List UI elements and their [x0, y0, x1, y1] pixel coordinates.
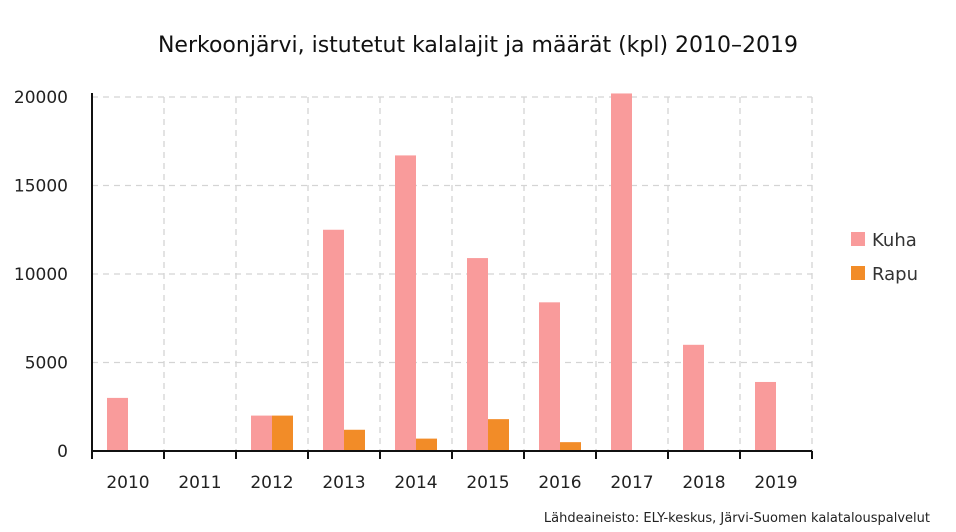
bar-kuha-2018	[683, 344, 704, 451]
x-tick-label: 2012	[250, 473, 293, 493]
bar-rapu-2012	[272, 415, 293, 451]
y-tick-label: 10000	[14, 265, 68, 285]
y-tick-label: 0	[57, 442, 68, 462]
bar-rapu-2015	[488, 419, 509, 451]
x-tick-labels: 2010 2011 2012 2013 2014 2015 2016 2017 2018 2019	[106, 473, 797, 493]
bar-kuha-2013	[323, 229, 344, 451]
bar-kuha-2019	[755, 381, 776, 451]
legend-label-rapu: Rapu	[872, 264, 918, 285]
bar-kuha-2015	[467, 258, 488, 451]
bar-rapu-2014	[416, 438, 437, 451]
y-tick-labels: 0 5000 10000 15000 20000	[14, 88, 68, 462]
bars	[107, 93, 776, 452]
chart-title: Nerkoonjärvi, istutetut kalalajit ja mää…	[158, 33, 798, 58]
legend-swatch-rapu	[851, 266, 865, 280]
bar-kuha-2016	[539, 302, 560, 451]
y-tick-label: 20000	[14, 88, 68, 108]
bar-rapu-2013	[344, 429, 365, 451]
bar-kuha-2012	[251, 415, 272, 451]
legend: Kuha Rapu	[851, 230, 918, 285]
legend-label-kuha: Kuha	[872, 230, 917, 251]
legend-swatch-kuha	[851, 232, 865, 246]
y-tick-label: 15000	[14, 177, 68, 197]
x-tick-label: 2010	[106, 473, 149, 493]
x-tick-label: 2013	[322, 473, 365, 493]
bar-kuha-2014	[395, 155, 416, 451]
x-tick-label: 2016	[538, 473, 581, 493]
source-note: Lähdeaineisto: ELY-keskus, Järvi-Suomen …	[544, 511, 930, 526]
axes	[91, 93, 813, 459]
x-tick-label: 2018	[682, 473, 725, 493]
x-tick-label: 2011	[178, 473, 221, 493]
x-tick-label: 2014	[394, 473, 437, 493]
x-tick-label: 2017	[610, 473, 653, 493]
y-tick-label: 5000	[25, 354, 68, 374]
x-tick-label: 2019	[754, 473, 797, 493]
bar-kuha-2017	[611, 93, 632, 452]
x-tick-label: 2015	[466, 473, 509, 493]
bar-kuha-2010	[107, 397, 128, 451]
bar-rapu-2016	[560, 442, 581, 451]
